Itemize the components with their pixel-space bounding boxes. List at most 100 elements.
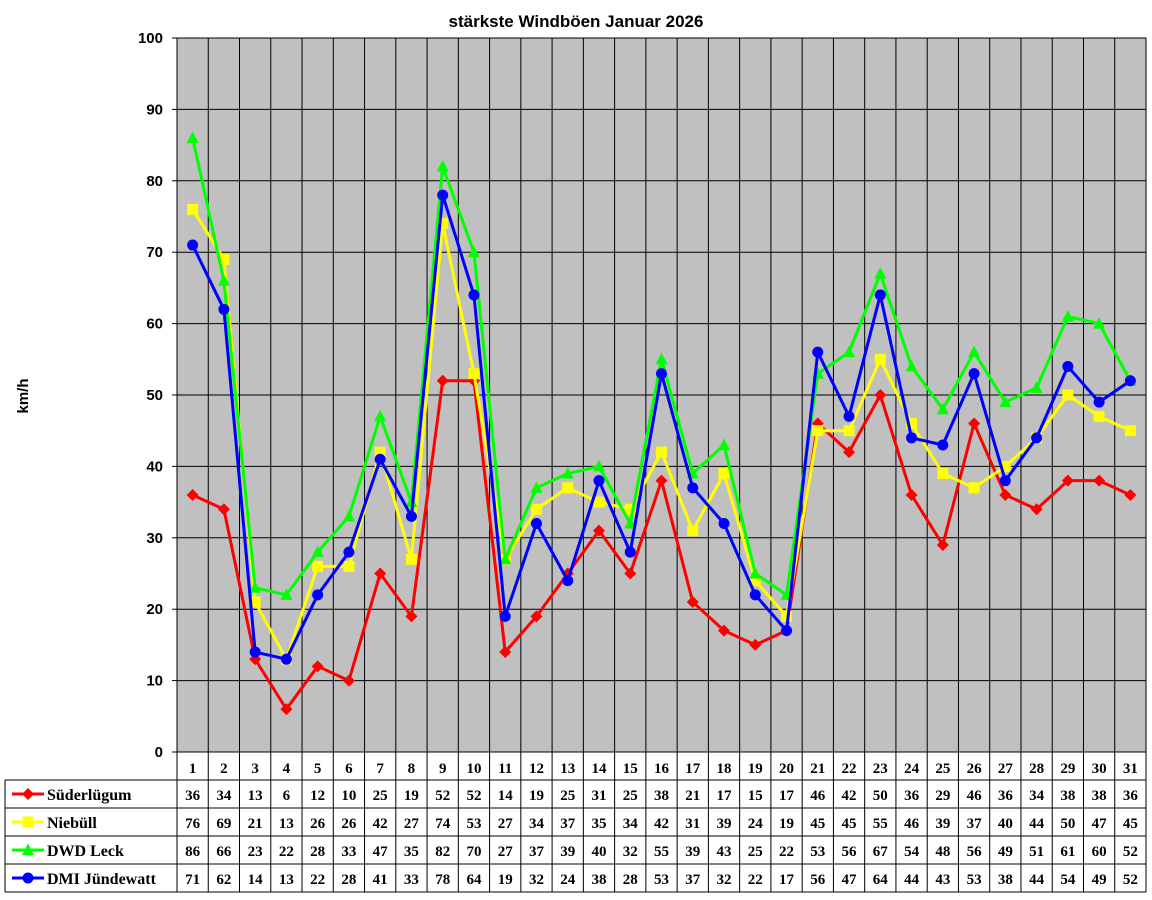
data-label: 48 [935, 844, 950, 860]
data-label: 22 [779, 844, 794, 860]
data-point [812, 425, 824, 437]
data-point [749, 638, 762, 651]
data-point [530, 503, 542, 515]
data-label: 38 [1060, 788, 1075, 804]
data-label: 25 [373, 788, 388, 804]
data-point [968, 368, 980, 380]
data-point [843, 345, 856, 358]
data-point [936, 538, 949, 551]
data-point [1030, 381, 1043, 393]
data-point [1061, 309, 1074, 322]
data-label: 26 [310, 816, 326, 832]
x-tick-label: 22 [842, 761, 857, 777]
y-tick-label: 30 [146, 530, 163, 547]
data-point [687, 482, 699, 494]
data-label: 13 [279, 872, 294, 888]
data-point [436, 160, 449, 172]
data-label: 14 [248, 872, 264, 888]
data-label: 39 [560, 844, 575, 860]
data-point [22, 872, 34, 884]
data-label: 36 [1123, 788, 1139, 804]
y-tick-label: 90 [146, 101, 163, 118]
data-point [718, 438, 731, 450]
data-point [530, 610, 543, 623]
data-label: 38 [591, 872, 606, 888]
data-point [468, 368, 480, 380]
data-point [1030, 503, 1043, 516]
data-label: 28 [310, 844, 325, 860]
x-tick-label: 23 [873, 761, 888, 777]
data-label: 37 [685, 872, 701, 888]
data-label: 55 [873, 816, 888, 832]
data-label: 14 [498, 788, 514, 804]
data-point [749, 567, 762, 579]
data-label: 32 [529, 872, 544, 888]
data-point [781, 610, 793, 622]
data-point [655, 352, 668, 365]
data-point [999, 488, 1012, 501]
data-point [812, 346, 824, 358]
data-point [1093, 317, 1106, 329]
x-tick-label: 18 [717, 761, 732, 777]
data-point [561, 467, 574, 479]
data-label: 37 [529, 844, 545, 860]
data-label: 53 [810, 844, 825, 860]
data-label: 22 [279, 844, 294, 860]
data-label: 33 [341, 844, 356, 860]
x-tick-label: 7 [376, 761, 384, 777]
data-label: 49 [1092, 872, 1107, 888]
data-label: 41 [373, 872, 388, 888]
data-point [906, 432, 918, 444]
data-label: 50 [1060, 816, 1075, 832]
data-point [280, 588, 293, 600]
data-point [22, 788, 34, 800]
data-point [467, 245, 480, 258]
x-tick-label: 31 [1123, 761, 1138, 777]
y-tick-label: 40 [146, 458, 163, 475]
legend-label: DWD Leck [47, 843, 124, 860]
data-label: 28 [341, 872, 356, 888]
data-point [718, 468, 730, 480]
y-tick-label: 0 [155, 744, 163, 761]
data-label: 53 [967, 872, 982, 888]
y-tick-label: 50 [146, 387, 163, 404]
data-point [342, 509, 355, 522]
data-point [187, 203, 199, 215]
data-point [312, 560, 324, 572]
legend-label: DMI Jündewatt [47, 871, 157, 888]
data-label: 47 [1092, 816, 1108, 832]
data-point [499, 552, 512, 565]
x-tick-label: 25 [935, 761, 950, 777]
x-tick-label: 8 [408, 761, 416, 777]
x-tick-label: 6 [345, 761, 353, 777]
data-point [874, 353, 886, 365]
data-label: 27 [498, 844, 514, 860]
data-point [937, 439, 949, 451]
x-tick-label: 15 [623, 761, 638, 777]
x-tick-label: 9 [439, 761, 447, 777]
data-label: 33 [404, 872, 419, 888]
data-point [781, 625, 793, 637]
data-label: 52 [1123, 872, 1138, 888]
data-point [217, 274, 230, 286]
legend-label: Niebüll [47, 815, 97, 832]
data-point [937, 468, 949, 480]
data-label: 43 [717, 844, 732, 860]
data-label: 32 [623, 844, 638, 860]
data-label: 52 [1123, 844, 1138, 860]
data-label: 52 [466, 788, 481, 804]
data-label: 46 [967, 788, 983, 804]
data-label: 54 [904, 844, 920, 860]
data-label: 27 [498, 816, 514, 832]
data-point [1124, 425, 1136, 437]
plot-area: 0 10 20 30 40 50 60 70 80 90 100 [138, 30, 1147, 761]
data-label: 25 [560, 788, 575, 804]
data-point [1062, 360, 1074, 372]
data-point [374, 446, 386, 458]
data-label: 25 [623, 788, 638, 804]
x-tick-label: 3 [251, 761, 259, 777]
x-tick-label: 17 [685, 761, 701, 777]
data-label: 54 [1060, 872, 1076, 888]
data-label: 27 [404, 816, 420, 832]
data-table: 1 2 3 4 5 6 7 8 9 10 11 12 13 14 15 16 17 18 19 20 21 22 23 24 2… [4, 751, 1147, 893]
